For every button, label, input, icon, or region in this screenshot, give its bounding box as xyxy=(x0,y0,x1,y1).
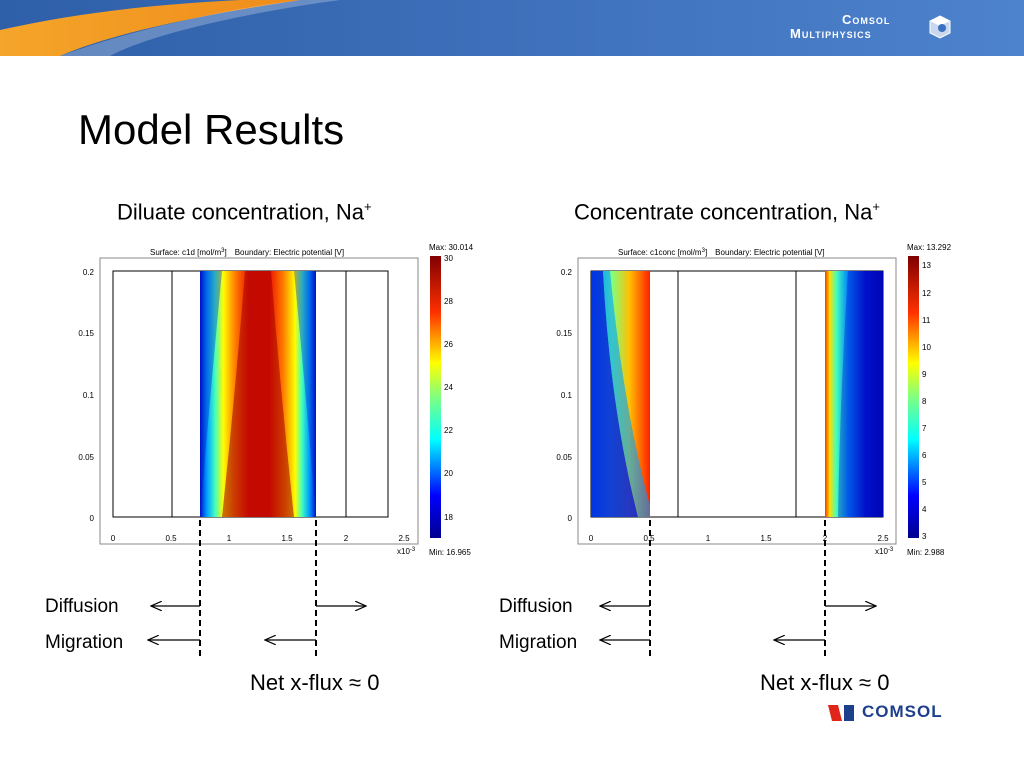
surface-label: Surface: c1conc [mol/m3] Boundary: Electr… xyxy=(618,248,825,257)
colorbar-min-label: Min: 2.988 xyxy=(907,548,945,557)
colorbar-tick: 28 xyxy=(444,297,453,306)
colorbar-tick: 22 xyxy=(444,426,453,435)
colorbar-tick: 11 xyxy=(922,316,931,325)
x-tick-label: 2.5 xyxy=(877,534,889,543)
x-tick-label: 2 xyxy=(823,534,828,543)
concentration-field-right xyxy=(825,271,883,517)
y-tick-label: 0.1 xyxy=(83,391,95,400)
x-tick-label: 0 xyxy=(111,534,116,543)
plot-concentrate: Surface: c1conc [mol/m3] Boundary: Electr… xyxy=(548,236,968,566)
colorbar-tick: 3 xyxy=(922,532,927,541)
x-tick-label: 1 xyxy=(227,534,232,543)
diffusion-label: Diffusion xyxy=(45,596,119,617)
colorbar-tick: 5 xyxy=(922,478,927,487)
y-tick-label: 0 xyxy=(90,514,95,523)
colorbar-tick: 13 xyxy=(922,261,931,270)
y-tick-label: 0.15 xyxy=(78,329,94,338)
caption-text: Concentrate concentration, Na xyxy=(574,199,873,225)
colorbar-tick: 30 xyxy=(444,254,453,263)
x-tick-label: 2 xyxy=(344,534,349,543)
x-tick-label: 1.5 xyxy=(281,534,293,543)
colorbar xyxy=(430,256,441,538)
comsol-mark-icon xyxy=(828,705,854,721)
cube-icon xyxy=(929,15,951,39)
colorbar-tick: 26 xyxy=(444,340,453,349)
comsol-multiphysics-logo: Comsol Multiphysics xyxy=(790,12,951,44)
colorbar-tick: 8 xyxy=(922,397,927,406)
surface-label: Surface: c1d [mol/m3] Boundary: Electric … xyxy=(150,248,344,257)
x-tick-label: 2.5 xyxy=(398,534,410,543)
x-exponent: x10-3 xyxy=(397,547,416,556)
colorbar-tick: 10 xyxy=(922,343,931,352)
migration-label: Migration xyxy=(45,632,124,653)
y-tick-label: 0.1 xyxy=(561,391,573,400)
y-tick-label: 0.2 xyxy=(561,268,573,277)
flux-annotation xyxy=(0,520,1024,658)
diffusion-label: Diffusion xyxy=(499,596,573,617)
colorbar-tick: 18 xyxy=(444,513,453,522)
colorbar-max-label: Max: 13.292 xyxy=(907,243,952,252)
y-tick-label: 0.05 xyxy=(78,453,94,462)
plot-caption-diluate: Diluate concentration, Na+ xyxy=(117,199,372,225)
migration-label: Migration xyxy=(499,632,578,653)
x-exponent: x10-3 xyxy=(875,547,894,556)
header-banner xyxy=(0,0,1024,56)
colorbar-tick: 24 xyxy=(444,383,453,392)
plot-caption-concentrate: Concentrate concentration, Na+ xyxy=(574,199,880,225)
slide-title: Model Results xyxy=(78,106,345,153)
y-tick-label: 0 xyxy=(568,514,573,523)
colorbar-tick: 9 xyxy=(922,370,927,379)
y-tick-label: 0.05 xyxy=(556,453,572,462)
colorbar-tick: 6 xyxy=(922,451,927,460)
caption-superscript: + xyxy=(872,199,880,214)
net-flux-label: Net x-flux ≈ 0 xyxy=(760,670,890,695)
y-tick-label: 0.15 xyxy=(556,329,572,338)
colorbar-tick: 4 xyxy=(922,505,927,514)
caption-text: Diluate concentration, Na xyxy=(117,199,365,225)
x-tick-label: 0.5 xyxy=(165,534,177,543)
y-tick-label: 0.2 xyxy=(83,268,95,277)
colorbar-tick: 20 xyxy=(444,469,453,478)
x-tick-label: 1 xyxy=(706,534,711,543)
colorbar-min-label: Min: 16.965 xyxy=(429,548,471,557)
logo-line-1: Comsol xyxy=(842,12,891,27)
net-flux-label: Net x-flux ≈ 0 xyxy=(250,670,380,695)
colorbar xyxy=(908,256,919,538)
colorbar-max-label: Max: 30.014 xyxy=(429,243,474,252)
logo-line-2: Multiphysics xyxy=(790,26,872,41)
x-tick-label: 0.5 xyxy=(643,534,655,543)
colorbar-tick: 7 xyxy=(922,424,927,433)
x-tick-label: 0 xyxy=(589,534,594,543)
comsol-wordmark: COMSOL xyxy=(862,702,943,721)
comsol-logo: COMSOL xyxy=(828,702,963,724)
colorbar-tick: 12 xyxy=(922,289,931,298)
caption-superscript: + xyxy=(364,199,372,214)
x-tick-label: 1.5 xyxy=(760,534,772,543)
plot-diluate: Surface: c1d [mol/m3] Boundary: Electric … xyxy=(70,236,490,566)
